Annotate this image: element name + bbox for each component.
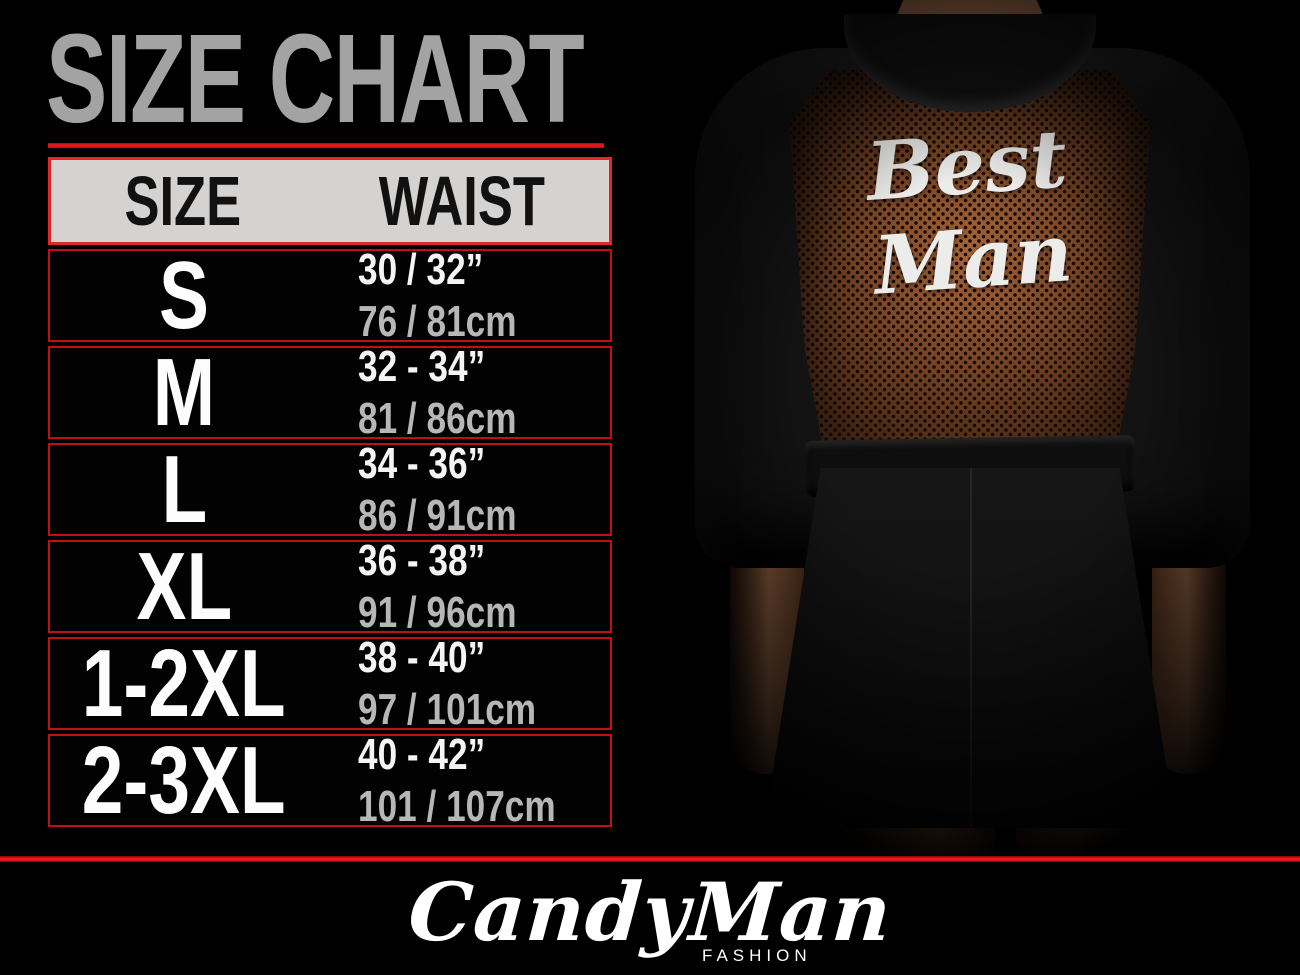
brand-logo: CandyMan FASHION [0, 865, 1300, 975]
table-header-row: SIZE WAIST [48, 157, 612, 245]
page-title: SIZE CHART [46, 8, 585, 149]
header-cell-waist: WAIST [315, 166, 609, 236]
robe-skirt [768, 468, 1172, 828]
waist-values: 32 - 34” 81 / 86cm [318, 341, 610, 443]
waist-inches: 30 / 32” [358, 245, 484, 295]
header-waist-label: WAIST [378, 162, 546, 240]
size-label: S [159, 241, 209, 349]
waist-values: 38 - 40” 97 / 101cm [318, 632, 610, 734]
waist-inches: 34 - 36” [358, 439, 486, 489]
garment-script-text: Best Man [863, 111, 1076, 313]
header-size-label: SIZE [124, 162, 242, 240]
waist-inches: 32 - 34” [358, 342, 486, 392]
size-table: SIZE WAIST S 30 / 32” 76 / 81cm M 32 - 3… [48, 157, 612, 831]
table-row: S 30 / 32” 76 / 81cm [48, 241, 612, 349]
waist-inches: 38 - 40” [358, 633, 486, 683]
size-label: L [161, 435, 207, 543]
brand-tagline: FASHION [702, 946, 812, 965]
waist-inches: 36 - 38” [358, 536, 486, 586]
size-label: M [152, 338, 216, 446]
size-label: 2-3XL [82, 726, 286, 834]
table-row: 1-2XL 38 - 40” 97 / 101cm [48, 629, 612, 737]
brand-name: CandyMan [405, 865, 895, 959]
footer-divider [0, 856, 1300, 862]
table-row: XL 36 - 38” 91 / 96cm [48, 532, 612, 640]
waist-cm: 97 / 101cm [358, 684, 537, 734]
table-row: 2-3XL 40 - 42” 101 / 107cm [48, 726, 612, 834]
table-row: M 32 - 34” 81 / 86cm [48, 338, 612, 446]
table-row: L 34 - 36” 86 / 91cm [48, 435, 612, 543]
waist-values: 36 - 38” 91 / 96cm [318, 535, 610, 637]
waist-values: 34 - 36” 86 / 91cm [318, 438, 610, 540]
waist-cm: 91 / 96cm [358, 587, 517, 637]
size-label: XL [136, 532, 232, 640]
waist-cm: 81 / 86cm [358, 393, 517, 443]
waist-cm: 86 / 91cm [358, 490, 517, 540]
waist-values: 30 / 32” 76 / 81cm [318, 244, 610, 346]
waist-inches: 40 - 42” [358, 730, 486, 780]
waist-cm: 101 / 107cm [358, 781, 556, 831]
model-photo: Best Man [640, 0, 1300, 857]
waist-values: 40 - 42” 101 / 107cm [318, 729, 610, 831]
waist-cm: 76 / 81cm [358, 296, 517, 346]
header-cell-size: SIZE [51, 166, 315, 236]
title-underline [48, 143, 604, 148]
size-label: 1-2XL [82, 629, 286, 737]
